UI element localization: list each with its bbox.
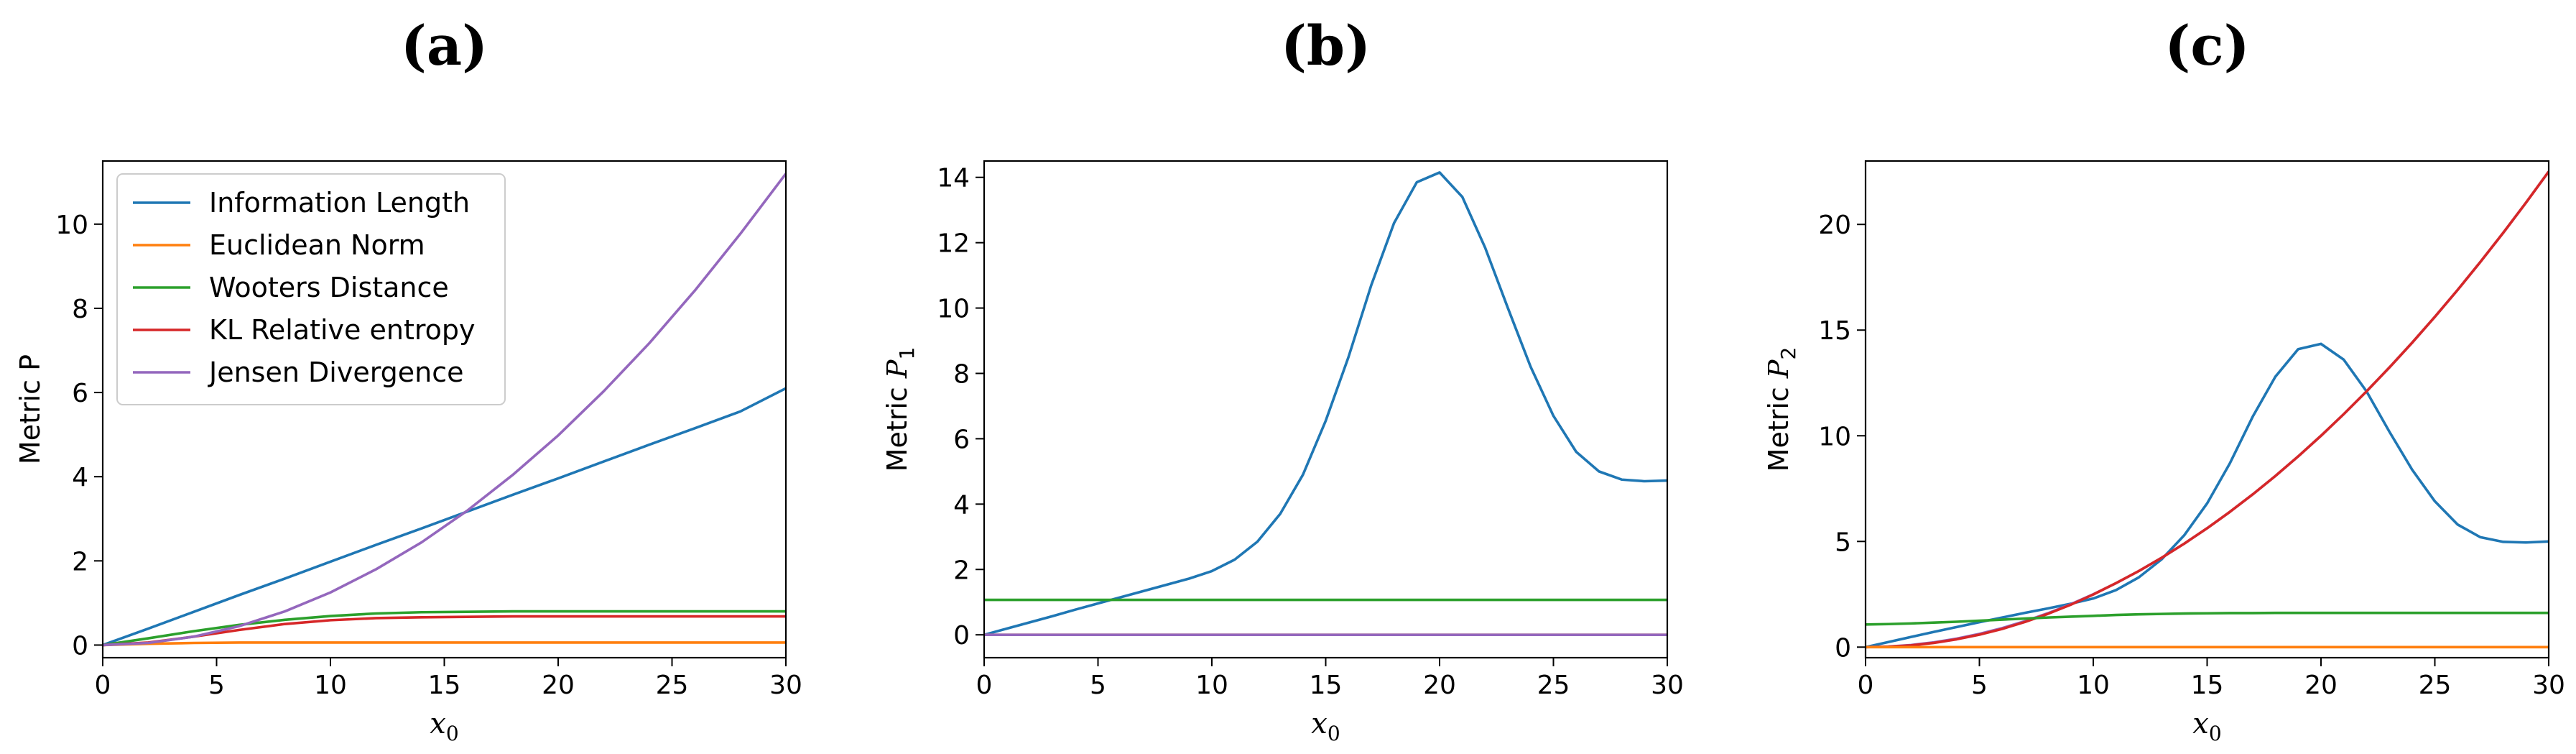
y-axis-label-sub: 2 [1776, 347, 1800, 360]
y-axis-label: Metric P [14, 354, 46, 464]
y-tick-label: 2 [953, 556, 970, 585]
y-tick-label: 8 [72, 295, 88, 324]
series-line-euclidean-norm [103, 641, 786, 647]
legend-entry: Euclidean Norm [209, 229, 425, 261]
series-line-kl-relative-entropy [103, 615, 786, 647]
x-tick-label: 5 [1090, 671, 1106, 700]
legend-entry: Wooters Distance [209, 272, 449, 303]
y-tick-label: 14 [937, 164, 970, 193]
x-tick-label: 30 [2532, 671, 2565, 700]
legend-box [116, 173, 506, 405]
y-axis-label-var: P [1763, 359, 1794, 379]
y-axis-label-text: Metric [1763, 378, 1794, 472]
series-line-1 [1866, 170, 2549, 649]
y-tick-label: 0 [1835, 633, 1851, 663]
y-tick-label: 8 [953, 359, 970, 389]
x-tick-label: 25 [1537, 671, 1570, 700]
y-axis-label-sub: 1 [895, 347, 919, 360]
x-axis-label-sub: 0 [2209, 722, 2222, 745]
panel-label: (c) [2164, 14, 2249, 78]
x-tick-label: 30 [769, 671, 802, 700]
y-tick-label: 10 [55, 211, 88, 240]
x-tick-label: 0 [95, 671, 111, 700]
series-line-information-length [103, 387, 786, 647]
plot-frame [983, 160, 1669, 659]
y-tick-label: 6 [953, 425, 970, 454]
series-line-wooters-distance [103, 610, 786, 647]
y-tick-label: 0 [72, 631, 88, 661]
x-tick-label: 25 [656, 671, 689, 700]
x-tick-label: 0 [1858, 671, 1874, 700]
x-tick-label: 20 [2304, 671, 2338, 700]
y-axis-label: Metric P1 [881, 347, 919, 472]
y-tick-label: 4 [72, 463, 88, 492]
x-tick-label: 20 [542, 671, 575, 700]
x-axis-label: x0 [1311, 707, 1340, 745]
y-tick-label: 5 [1835, 528, 1851, 557]
y-tick-label: 20 [1818, 211, 1851, 240]
legend-entry: Information Length [209, 187, 470, 219]
series-group [103, 173, 786, 647]
series-line-jensen-divergence [103, 173, 786, 647]
x-axis-label-sub: 0 [1328, 722, 1340, 745]
y-tick-label: 10 [937, 295, 970, 324]
x-axis-label-var: x [1311, 707, 1328, 740]
series-group [1866, 170, 2549, 649]
panel-label: (a) [401, 14, 488, 78]
x-tick-label: 10 [2077, 671, 2110, 700]
y-tick-label: 0 [953, 621, 970, 650]
x-tick-label: 10 [1195, 671, 1228, 700]
legend-entry: Jensen Divergence [208, 357, 464, 388]
series-line-0 [984, 171, 1667, 636]
y-tick-label: 15 [1818, 316, 1851, 346]
series-group [984, 171, 1667, 636]
x-tick-label: 5 [1971, 671, 1988, 700]
y-axis-label-text: Metric [881, 378, 913, 472]
x-tick-label: 5 [208, 671, 225, 700]
plot-frame [1864, 160, 2550, 659]
series-line-3 [1866, 611, 2549, 626]
y-tick-label: 10 [1818, 422, 1851, 451]
y-tick-label: 4 [953, 490, 970, 520]
y-axis-label: Metric P2 [1763, 347, 1800, 472]
y-axis-label-var: P [881, 359, 913, 379]
legend-entry: KL Relative entropy [209, 314, 476, 346]
x-axis-label: x0 [2192, 707, 2221, 745]
x-tick-label: 15 [428, 671, 461, 700]
x-tick-label: 30 [1651, 671, 1684, 700]
x-tick-label: 15 [2191, 671, 2224, 700]
x-axis-label-sub: 0 [446, 722, 459, 745]
y-tick-label: 12 [937, 229, 970, 259]
series-line-0 [1866, 342, 2549, 649]
y-tick-label: 2 [72, 547, 88, 576]
x-axis-label-var: x [430, 707, 446, 740]
y-tick-label: 6 [72, 379, 88, 408]
x-tick-label: 0 [976, 671, 993, 700]
x-axis-label: x0 [430, 707, 458, 745]
y-axis-label-text: Metric P [14, 354, 46, 464]
panel-label: (b) [1281, 14, 1371, 78]
x-axis-label-var: x [2192, 707, 2209, 740]
x-tick-label: 20 [1423, 671, 1456, 700]
x-tick-label: 10 [314, 671, 347, 700]
x-tick-label: 15 [1310, 671, 1343, 700]
series-line-2 [1866, 170, 2549, 649]
legend: Information Length Euclidean Norm Wooters … [116, 173, 506, 405]
x-tick-label: 25 [2419, 671, 2452, 700]
